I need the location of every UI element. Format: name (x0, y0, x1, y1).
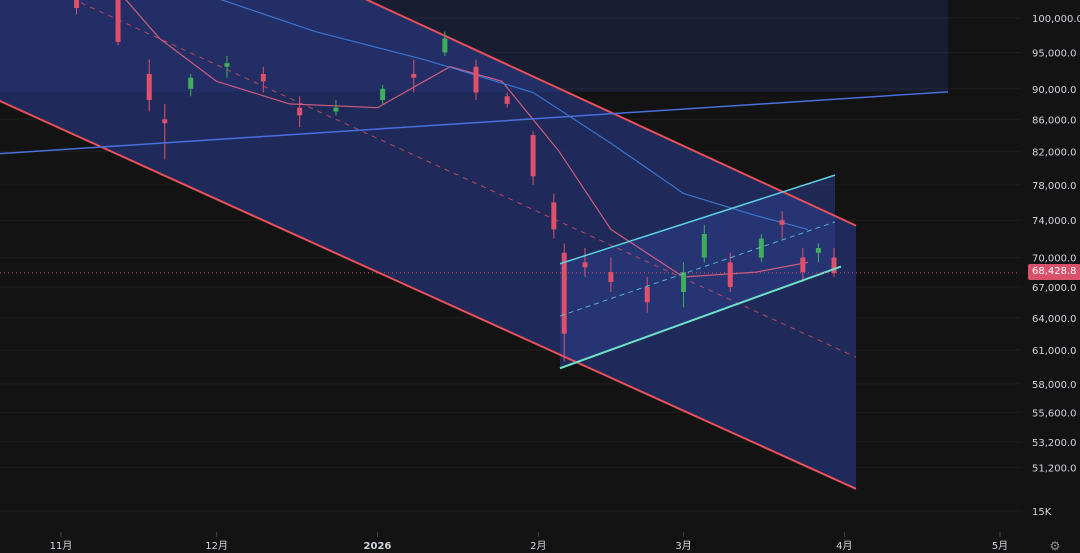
candle-body (701, 233, 707, 258)
x-tick-label: 2月 (530, 540, 546, 552)
y-axis: 100,000.0 95,000.0 90,000.0 86,000.0 82,000.… (1032, 14, 1080, 518)
y-tick-label: 51,200.0 (1032, 464, 1077, 475)
overlay-lines (0, 91, 1020, 370)
candle-body (260, 74, 266, 82)
candle-body (473, 66, 479, 93)
y-tick-label: 67,000.0 (1032, 283, 1077, 294)
y-tick-label: 100,000.0 (1032, 14, 1080, 25)
y-tick-label: 90,000.0 (1032, 85, 1077, 96)
x-tick-label: 4月 (836, 540, 852, 552)
candle-body (644, 286, 650, 303)
y-tick-label: 64,000.0 (1032, 314, 1077, 325)
candle-body (561, 252, 567, 334)
y-tick-label: 82,000.0 (1032, 147, 1077, 158)
y-tick-label: 15K (1032, 507, 1052, 518)
candle-body (224, 63, 230, 67)
candle-body (758, 238, 764, 258)
candle-body (800, 257, 806, 273)
y-tick-label: 78,000.0 (1032, 181, 1077, 192)
drawing-lines (0, 0, 857, 490)
y-tick-label: 70,000.0 (1032, 254, 1077, 265)
candle-body (411, 74, 417, 78)
candle-body (297, 107, 303, 116)
y-tick-label: 53,200.0 (1032, 438, 1077, 449)
x-axis: 11月 12月 2026 2月 3月 4月 5月 (50, 532, 1008, 552)
x-tick-label: 5月 (992, 540, 1008, 552)
candle-body (681, 272, 687, 293)
candle-body (608, 272, 614, 282)
candle-body (115, 0, 121, 42)
candle-body (188, 77, 194, 89)
y-tick-label: 95,000.0 (1032, 48, 1077, 59)
candle-body (530, 135, 536, 177)
x-tick-label: 11月 (50, 540, 73, 552)
candles (74, 0, 837, 362)
candle-body (146, 74, 152, 101)
candle-body (815, 248, 821, 253)
candle-body (380, 88, 386, 101)
y-tick-label: 86,000.0 (1032, 115, 1077, 126)
candle-body (442, 38, 448, 53)
candle-body (582, 262, 588, 268)
y-tick-label: 55,600.0 (1032, 408, 1077, 419)
candle-body (74, 0, 80, 8)
candle-body (504, 96, 510, 104)
y-tick-label: 58,000.0 (1032, 380, 1077, 391)
last-price-label: 68,428.8 (1028, 264, 1080, 280)
gear-icon[interactable]: ⚙ (1049, 539, 1061, 553)
y-tick-label: 74,000.0 (1032, 216, 1077, 227)
x-tick-label: 2026 (364, 541, 392, 552)
candle-body (779, 220, 785, 225)
candle-body (727, 262, 733, 287)
x-tick-label: 3月 (675, 540, 691, 552)
candle-body (333, 107, 339, 112)
candle-body (162, 119, 168, 124)
candle-body (551, 202, 557, 230)
candle-body (831, 257, 837, 274)
x-tick-label: 12月 (205, 540, 228, 552)
y-tick-label: 61,000.0 (1032, 346, 1077, 357)
